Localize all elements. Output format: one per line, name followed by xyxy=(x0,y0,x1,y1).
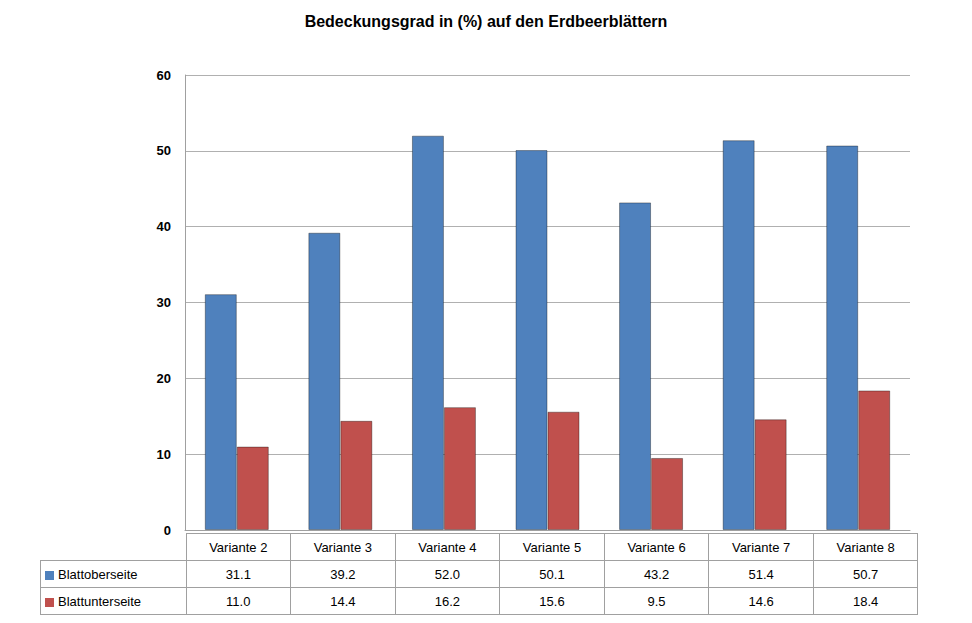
svg-text:10: 10 xyxy=(157,447,171,462)
svg-text:60: 60 xyxy=(157,68,171,83)
html-text:Variante 5: Variante 5 xyxy=(522,539,582,555)
html-text:39.2: 39.2 xyxy=(330,566,356,582)
svg-text:Bedeckungsgrad in (%) auf den: Bedeckungsgrad in (%) auf den Erdbeerblä… xyxy=(305,13,668,30)
html-text:50.1: 50.1 xyxy=(539,566,565,582)
svg-text:20: 20 xyxy=(157,371,171,386)
html-text:16.2: 16.2 xyxy=(434,593,461,609)
html-text:Variante 8: Variante 8 xyxy=(836,539,895,555)
html-text:Variante 6: Variante 6 xyxy=(627,539,686,555)
html-text:52.0: 52.0 xyxy=(434,566,461,582)
html-text:18.4: 18.4 xyxy=(853,593,879,609)
html-text:Variante 2: Variante 2 xyxy=(209,539,268,555)
html-text:51.4: 51.4 xyxy=(748,566,774,582)
html-text:15.6: 15.6 xyxy=(539,593,565,609)
html-text:31.1: 31.1 xyxy=(225,566,251,582)
html-text:Variante 4: Variante 4 xyxy=(418,539,477,555)
html-text:Blattoberseite: Blattoberseite xyxy=(58,566,138,582)
svg-text:40: 40 xyxy=(157,219,171,234)
svg-text:50: 50 xyxy=(157,143,171,158)
svg-text:30: 30 xyxy=(157,295,171,310)
html-text:11.0: 11.0 xyxy=(226,593,251,609)
svg-text:0: 0 xyxy=(164,523,171,538)
html-text:50.7: 50.7 xyxy=(853,566,879,582)
html-text:Variante 7: Variante 7 xyxy=(731,539,791,555)
html-text:9.5: 9.5 xyxy=(647,593,666,609)
html-text:Blattunterseite: Blattunterseite xyxy=(58,593,142,609)
html-text:14.4: 14.4 xyxy=(330,593,356,609)
html-text:43.2: 43.2 xyxy=(643,566,670,582)
html-text:14.6: 14.6 xyxy=(748,593,774,609)
html-text:Variante 3: Variante 3 xyxy=(313,539,372,555)
